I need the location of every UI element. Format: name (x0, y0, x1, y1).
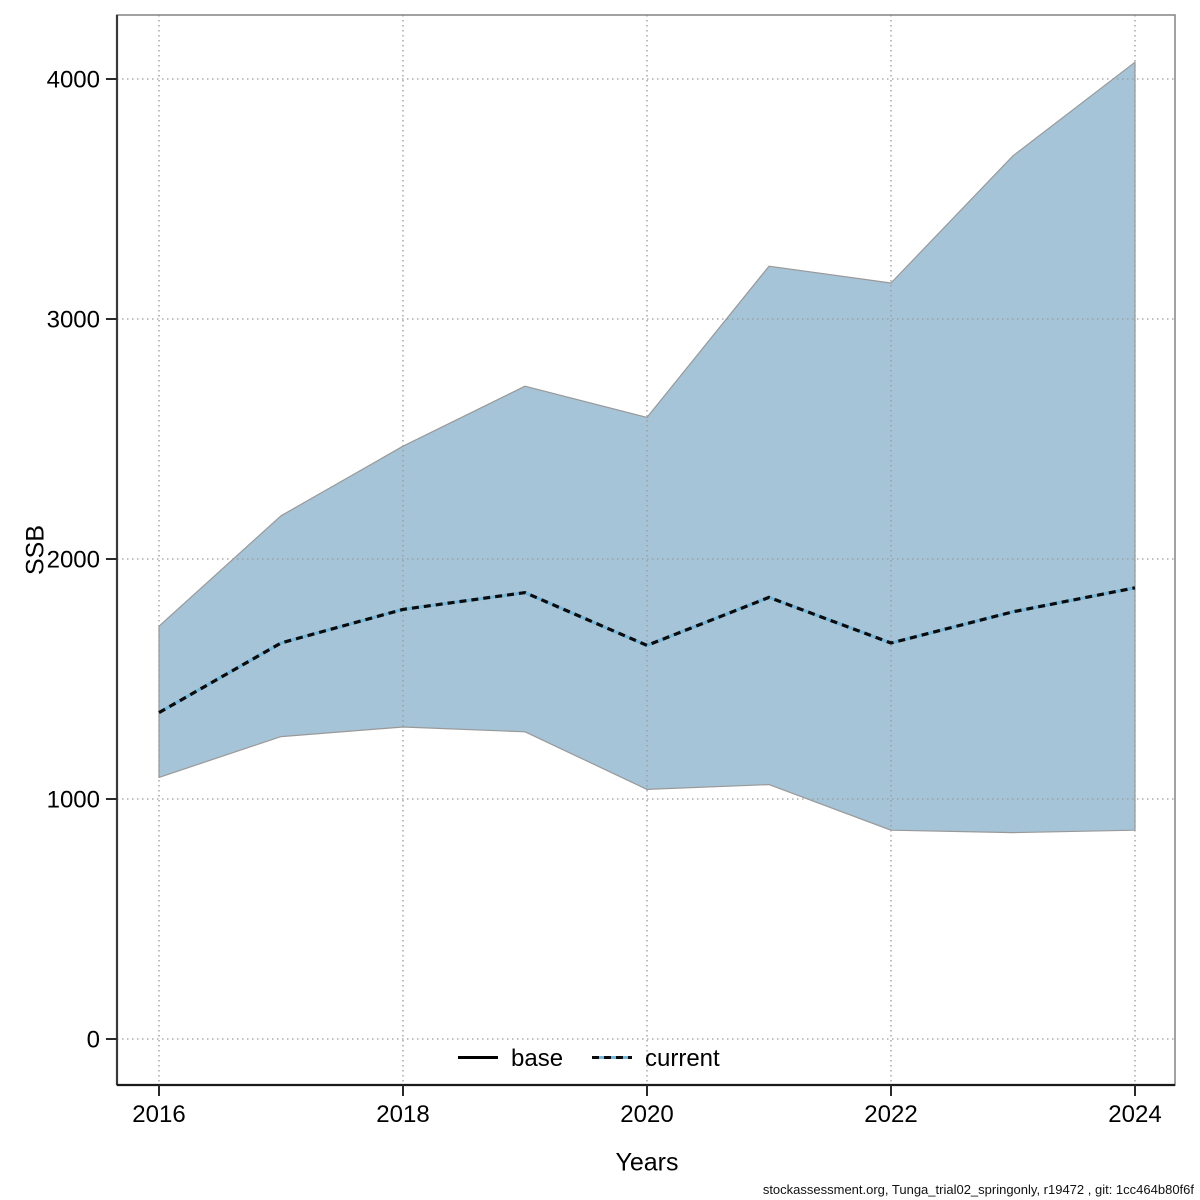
y-axis-title: SSB (21, 524, 50, 576)
confidence-band (158, 61, 1136, 834)
x-tick-label-2024: 2024 (1108, 1101, 1161, 1128)
y-tick-label-4000: 4000 (47, 67, 100, 94)
x-tick-label-2016: 2016 (132, 1101, 185, 1128)
footer-attribution: stockassessment.org, Tunga_trial02_sprin… (762, 1182, 1194, 1197)
x-axis-title: Years (615, 1148, 679, 1177)
current-line (158, 586, 1136, 714)
x-tick-label-2020: 2020 (620, 1101, 673, 1128)
legend-current-line-sample (592, 1056, 632, 1060)
x-tick-label-2022: 2022 (864, 1101, 917, 1128)
legend-label-current: current (645, 1045, 720, 1072)
y-tick-label-2000: 2000 (47, 547, 100, 574)
x-tick-label-2018: 2018 (376, 1101, 429, 1128)
legend-label-base: base (511, 1045, 564, 1072)
legend-base-line-sample (458, 1056, 498, 1060)
y-tick-label-1000: 1000 (47, 787, 100, 814)
y-tick-label-0: 0 (87, 1027, 100, 1054)
y-tick-label-3000: 3000 (47, 307, 100, 334)
